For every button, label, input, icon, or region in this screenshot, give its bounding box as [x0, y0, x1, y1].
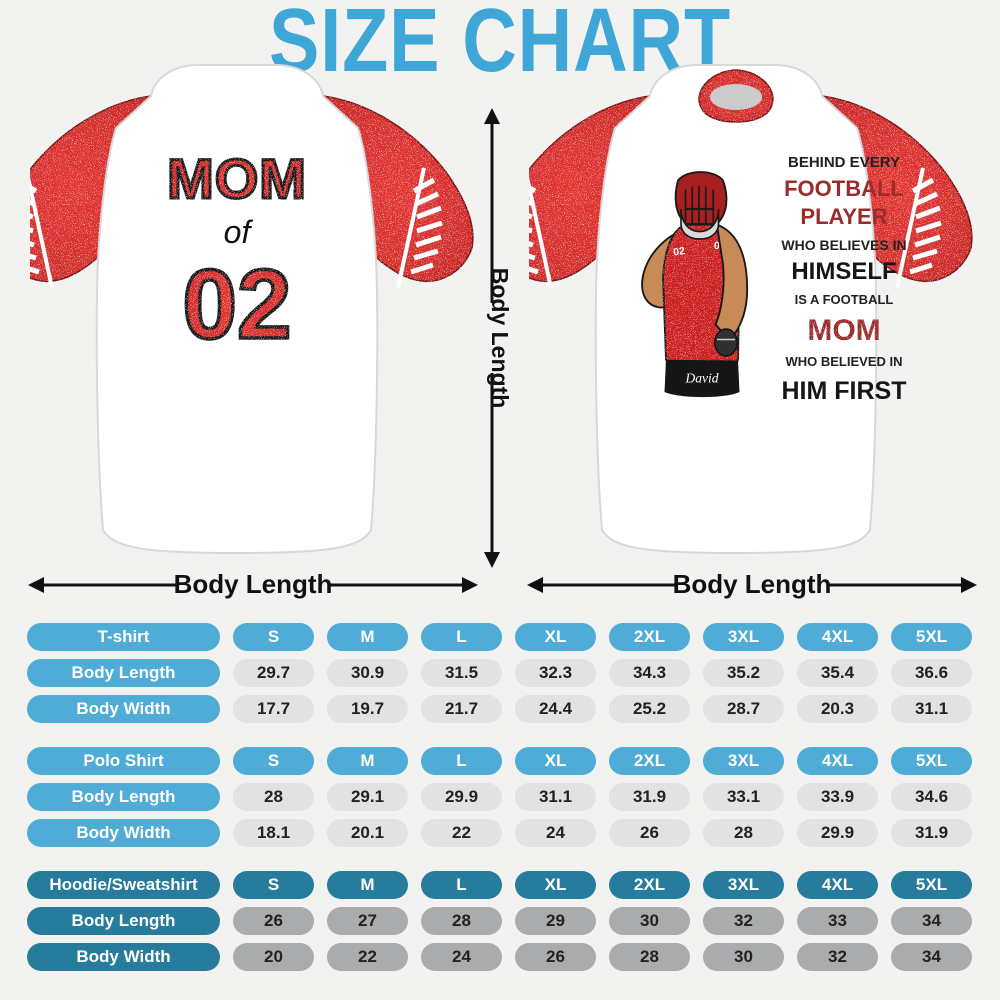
svg-text:Body Length: Body Length — [174, 569, 333, 599]
svg-text:IS A FOOTBALL: IS A FOOTBALL — [795, 292, 894, 307]
svg-text:MOM: MOM — [807, 314, 880, 347]
svg-text:WHO BELIEVED IN: WHO BELIEVED IN — [785, 354, 902, 369]
svg-text:02: 02 — [182, 249, 291, 359]
svg-text:of: of — [224, 214, 254, 250]
svg-text:FOOTBALL: FOOTBALL — [784, 176, 904, 201]
svg-text:MOM: MOM — [167, 147, 307, 210]
svg-text:WHO BELIEVES IN: WHO BELIEVES IN — [781, 237, 906, 253]
svg-text:PLAYER: PLAYER — [800, 204, 887, 229]
svg-text:David: David — [685, 370, 719, 385]
svg-text:Body Length: Body Length — [487, 268, 512, 409]
svg-text:BEHIND EVERY: BEHIND EVERY — [788, 154, 900, 171]
svg-text:HIM FIRST: HIM FIRST — [782, 377, 907, 405]
svg-text:Body Length: Body Length — [673, 569, 832, 599]
svg-text:HIMSELF: HIMSELF — [791, 258, 896, 285]
svg-text:02: 02 — [672, 245, 685, 259]
